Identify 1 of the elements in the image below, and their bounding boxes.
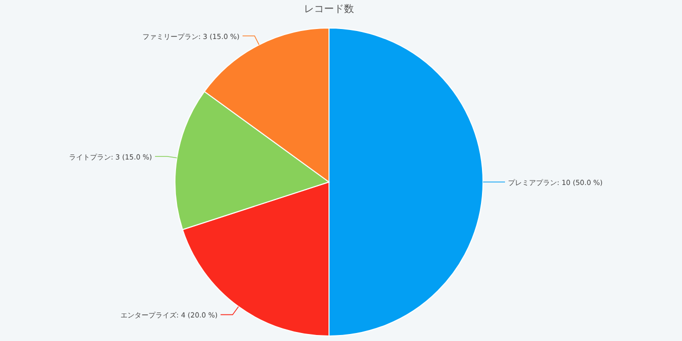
chart-title: レコード数 <box>304 4 354 15</box>
